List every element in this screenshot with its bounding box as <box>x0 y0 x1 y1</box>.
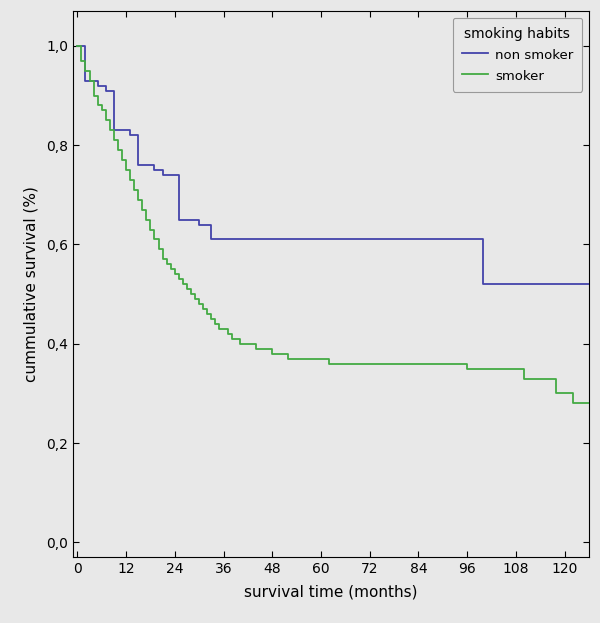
X-axis label: survival time (months): survival time (months) <box>244 584 418 599</box>
Legend: non smoker, smoker: non smoker, smoker <box>452 17 582 92</box>
Y-axis label: cummulative survival (%): cummulative survival (%) <box>23 186 38 382</box>
